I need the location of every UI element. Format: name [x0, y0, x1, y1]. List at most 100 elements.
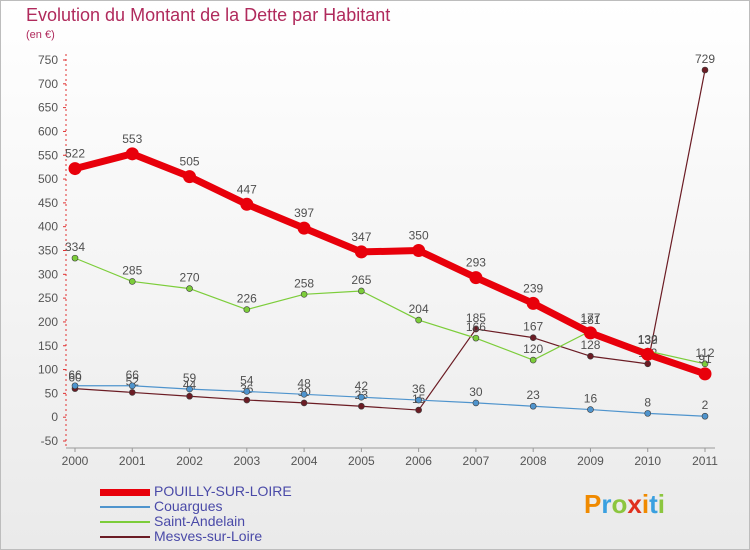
data-point-pouilly-sur-loire	[412, 244, 426, 257]
data-label-saint-andelain: 112	[695, 346, 714, 360]
x-tick-label: 2002	[176, 454, 203, 468]
data-point-couargues	[415, 396, 422, 404]
data-point-couargues	[243, 388, 251, 395]
data-point-saint-andelain	[128, 278, 136, 285]
logo-letter: P	[584, 489, 602, 519]
legend-label: Saint-Andelain	[154, 513, 246, 529]
data-point-couargues	[128, 382, 136, 390]
y-tick-label: 700	[38, 77, 58, 91]
data-label-couargues: 66	[68, 368, 82, 382]
data-point-pouilly-sur-loire	[354, 245, 368, 259]
data-label-mesves-sur-loire: 60	[68, 371, 82, 385]
data-point-mesves-sur-loire	[243, 396, 251, 404]
data-point-saint-andelain	[701, 360, 709, 368]
data-label-saint-andelain: 265	[351, 273, 371, 287]
data-label-couargues: 48	[297, 376, 311, 390]
legend-label: POUILLY-SUR-LOIRE	[154, 483, 292, 499]
data-label-saint-andelain: 204	[409, 302, 429, 316]
data-point-couargues	[587, 406, 594, 413]
logo-letter: i	[657, 489, 665, 519]
data-point-saint-andelain	[415, 316, 422, 324]
y-tick-label: 600	[38, 124, 58, 138]
data-label-couargues: 59	[183, 371, 197, 385]
series-line-mesves-sur-loire	[74, 69, 706, 411]
logo-letter: o	[611, 489, 628, 519]
data-point-couargues	[300, 391, 308, 398]
data-label-pouilly-sur-loire: 447	[237, 182, 257, 196]
y-tick-label: 650	[38, 101, 58, 115]
x-tick-label: 2006	[405, 454, 432, 468]
data-point-mesves-sur-loire	[529, 334, 537, 341]
data-label-pouilly-sur-loire: 350	[409, 229, 429, 243]
data-point-saint-andelain	[243, 306, 251, 313]
data-label-mesves-sur-loire: 729	[695, 52, 715, 66]
data-point-pouilly-sur-loire	[583, 326, 597, 340]
legend-swatch	[100, 489, 150, 496]
x-tick-label: 2009	[577, 454, 604, 468]
data-label-saint-andelain: 226	[237, 292, 257, 306]
data-point-couargues	[358, 393, 365, 401]
logo-letter: r	[601, 489, 612, 519]
data-point-pouilly-sur-loire	[240, 197, 254, 211]
y-tick-label: 250	[38, 291, 58, 305]
x-tick-label: 2003	[233, 454, 260, 468]
data-point-couargues	[529, 402, 537, 410]
legend-label: Couargues	[154, 498, 223, 514]
data-label-pouilly-sur-loire: 397	[294, 206, 314, 220]
legend-swatch	[100, 521, 150, 523]
logo-letter: t	[649, 489, 658, 519]
data-point-mesves-sur-loire	[587, 352, 594, 360]
data-label-pouilly-sur-loire: 91	[698, 352, 712, 366]
data-label-saint-andelain: 334	[65, 240, 85, 254]
x-tick-label: 2005	[348, 454, 375, 468]
series-line-couargues	[74, 385, 706, 417]
data-label-couargues: 36	[412, 382, 426, 396]
y-tick-label: 300	[38, 267, 58, 281]
data-point-mesves-sur-loire	[472, 325, 480, 333]
data-point-mesves-sur-loire	[644, 360, 652, 368]
logo-letter: x	[627, 489, 642, 519]
y-tick-label: 500	[38, 172, 58, 186]
data-point-pouilly-sur-loire	[297, 221, 311, 235]
data-label-mesves-sur-loire: 128	[580, 338, 600, 352]
data-point-saint-andelain	[358, 287, 365, 295]
x-tick-label: 2008	[520, 454, 547, 468]
data-point-saint-andelain	[472, 334, 480, 342]
series-line-pouilly-sur-loire	[71, 150, 709, 378]
x-tick-label: 2000	[62, 454, 89, 468]
data-point-pouilly-sur-loire	[641, 347, 655, 361]
data-label-saint-andelain: 258	[294, 276, 314, 290]
data-point-pouilly-sur-loire	[526, 296, 540, 310]
chart-title: Evolution du Montant de la Dette par Hab…	[26, 5, 391, 25]
data-label-couargues: 30	[469, 385, 483, 399]
y-tick-label: -50	[41, 434, 59, 448]
data-point-mesves-sur-loire	[415, 406, 422, 414]
data-point-couargues	[472, 399, 480, 407]
data-label-couargues: 66	[126, 368, 140, 382]
data-point-couargues	[71, 382, 79, 390]
data-label-mesves-sur-loire: 52	[126, 374, 140, 388]
data-label-pouilly-sur-loire: 177	[580, 311, 600, 325]
data-point-couargues	[701, 412, 709, 420]
data-label-couargues: 54	[240, 373, 254, 387]
y-tick-label: 200	[38, 315, 58, 329]
y-tick-label: 550	[38, 148, 58, 162]
y-tick-label: 400	[38, 220, 58, 234]
data-point-pouilly-sur-loire	[698, 367, 712, 381]
data-point-mesves-sur-loire	[128, 389, 136, 396]
y-tick-label: 100	[38, 363, 58, 377]
data-label-saint-andelain: 181	[580, 313, 600, 327]
x-tick-label: 2001	[119, 454, 146, 468]
series-line-saint-andelain	[74, 257, 706, 365]
data-label-couargues: 2	[702, 398, 709, 412]
data-label-mesves-sur-loire: 167	[523, 320, 543, 334]
data-label-saint-andelain: 139	[638, 333, 658, 347]
data-label-couargues: 16	[584, 392, 598, 406]
data-point-mesves-sur-loire	[701, 66, 709, 74]
data-label-pouilly-sur-loire: 347	[351, 230, 371, 244]
y-tick-label: 750	[38, 53, 58, 67]
x-tick-label: 2011	[692, 454, 718, 468]
legend-label: Mesves-sur-Loire	[154, 528, 263, 544]
data-label-pouilly-sur-loire: 239	[523, 281, 543, 295]
